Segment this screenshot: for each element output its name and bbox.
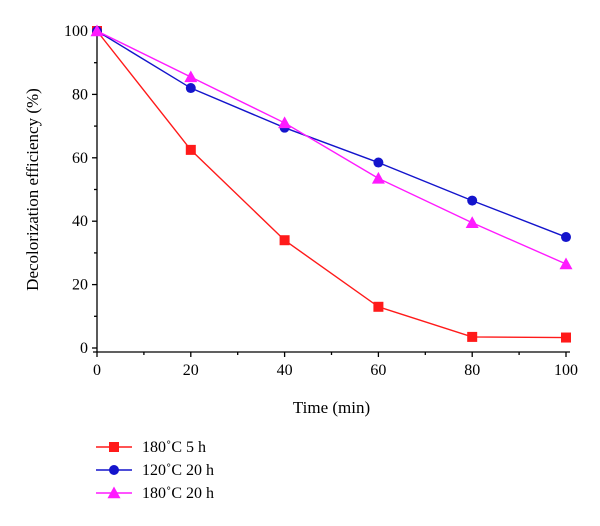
legend-marker: [109, 442, 119, 452]
series-3: [90, 24, 573, 270]
legend-label: 120˚C 20 h: [142, 462, 214, 479]
data-point: [467, 331, 478, 342]
x-axis-label: Time (min): [293, 398, 370, 417]
series-line: [96, 30, 567, 339]
legend-label: 180˚C 20 h: [142, 485, 214, 502]
series-2: [92, 26, 571, 243]
data-point: [467, 195, 478, 206]
y-tick-label: 20: [72, 277, 88, 294]
data-point: [185, 144, 196, 155]
data-point: [90, 24, 104, 37]
series-1: [92, 26, 571, 343]
series-line: [96, 30, 567, 265]
data-point: [561, 232, 571, 243]
data-point: [184, 70, 198, 83]
data-point: [559, 257, 573, 270]
y-axis-label: Decolorization efficiency (%): [23, 88, 42, 291]
x-tick-label: 0: [93, 362, 101, 379]
data-point: [373, 157, 384, 168]
data-point: [561, 332, 571, 343]
legend-marker: [107, 486, 121, 499]
data-point: [185, 83, 196, 94]
y-tick-label: 40: [72, 213, 88, 230]
data-point: [371, 171, 385, 184]
legend-item: 180˚C 5 h: [96, 439, 206, 456]
y-tick-label: 0: [80, 340, 88, 357]
data-series: [90, 24, 573, 343]
data-point: [278, 116, 292, 129]
x-tick-label: 80: [464, 362, 480, 379]
series-line: [96, 30, 567, 238]
legend-item: 180˚C 20 h: [96, 485, 214, 502]
y-tick-label: 60: [72, 150, 88, 167]
x-tick-label: 40: [277, 362, 293, 379]
y-tick-label: 80: [72, 86, 88, 103]
x-tick-label: 60: [370, 362, 386, 379]
axes: [93, 27, 570, 353]
data-point: [373, 301, 384, 312]
x-tick-label: 100: [554, 362, 578, 379]
axis-ticks: 0 20 40 60 80 100 0 20 40 60 80 100: [64, 23, 578, 379]
legend-item: 120˚C 20 h: [96, 462, 214, 479]
x-tick-label: 20: [183, 362, 199, 379]
data-point: [465, 216, 479, 228]
data-point: [279, 235, 290, 246]
y-tick-label: 100: [64, 23, 88, 40]
legend-label: 180˚C 5 h: [142, 439, 206, 456]
legend-marker: [109, 465, 119, 475]
legend: 180˚C 5 h 120˚C 20 h 180˚C 20 h: [96, 439, 214, 502]
